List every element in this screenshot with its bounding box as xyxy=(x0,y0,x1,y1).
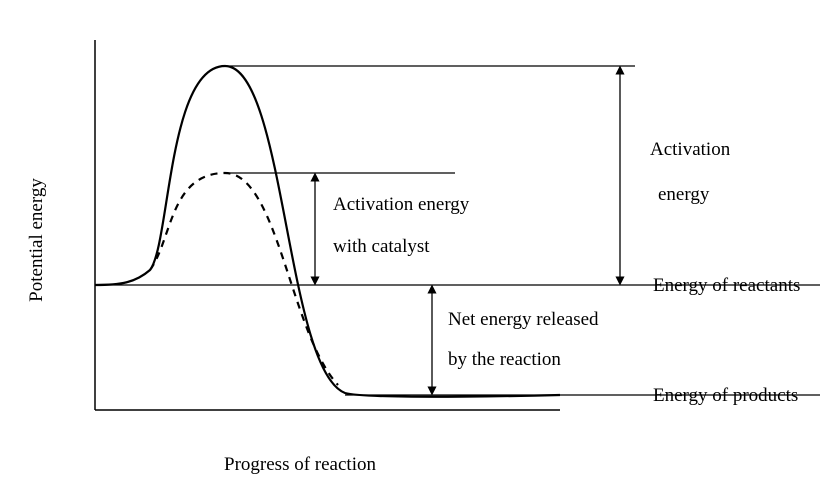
energy-diagram: Potential energy Progress of reaction Ac… xyxy=(0,0,835,503)
curve-uncatalyzed xyxy=(95,66,560,397)
label-activation-catalyst-line2: with catalyst xyxy=(333,236,430,257)
label-energy-products: Energy of products xyxy=(653,385,798,406)
y-axis-label: Potential energy xyxy=(26,178,47,302)
label-activation-energy-line1: Activation xyxy=(650,139,731,160)
curve-catalyzed xyxy=(150,173,338,385)
label-activation-catalyst-line1: Activation energy xyxy=(333,194,470,215)
x-axis-label: Progress of reaction xyxy=(224,454,376,475)
label-net-energy-line1: Net energy released xyxy=(448,309,599,330)
label-net-energy-line2: by the reaction xyxy=(448,349,561,370)
label-activation-energy-line2: energy xyxy=(658,184,710,205)
label-energy-reactants: Energy of reactants xyxy=(653,275,800,296)
